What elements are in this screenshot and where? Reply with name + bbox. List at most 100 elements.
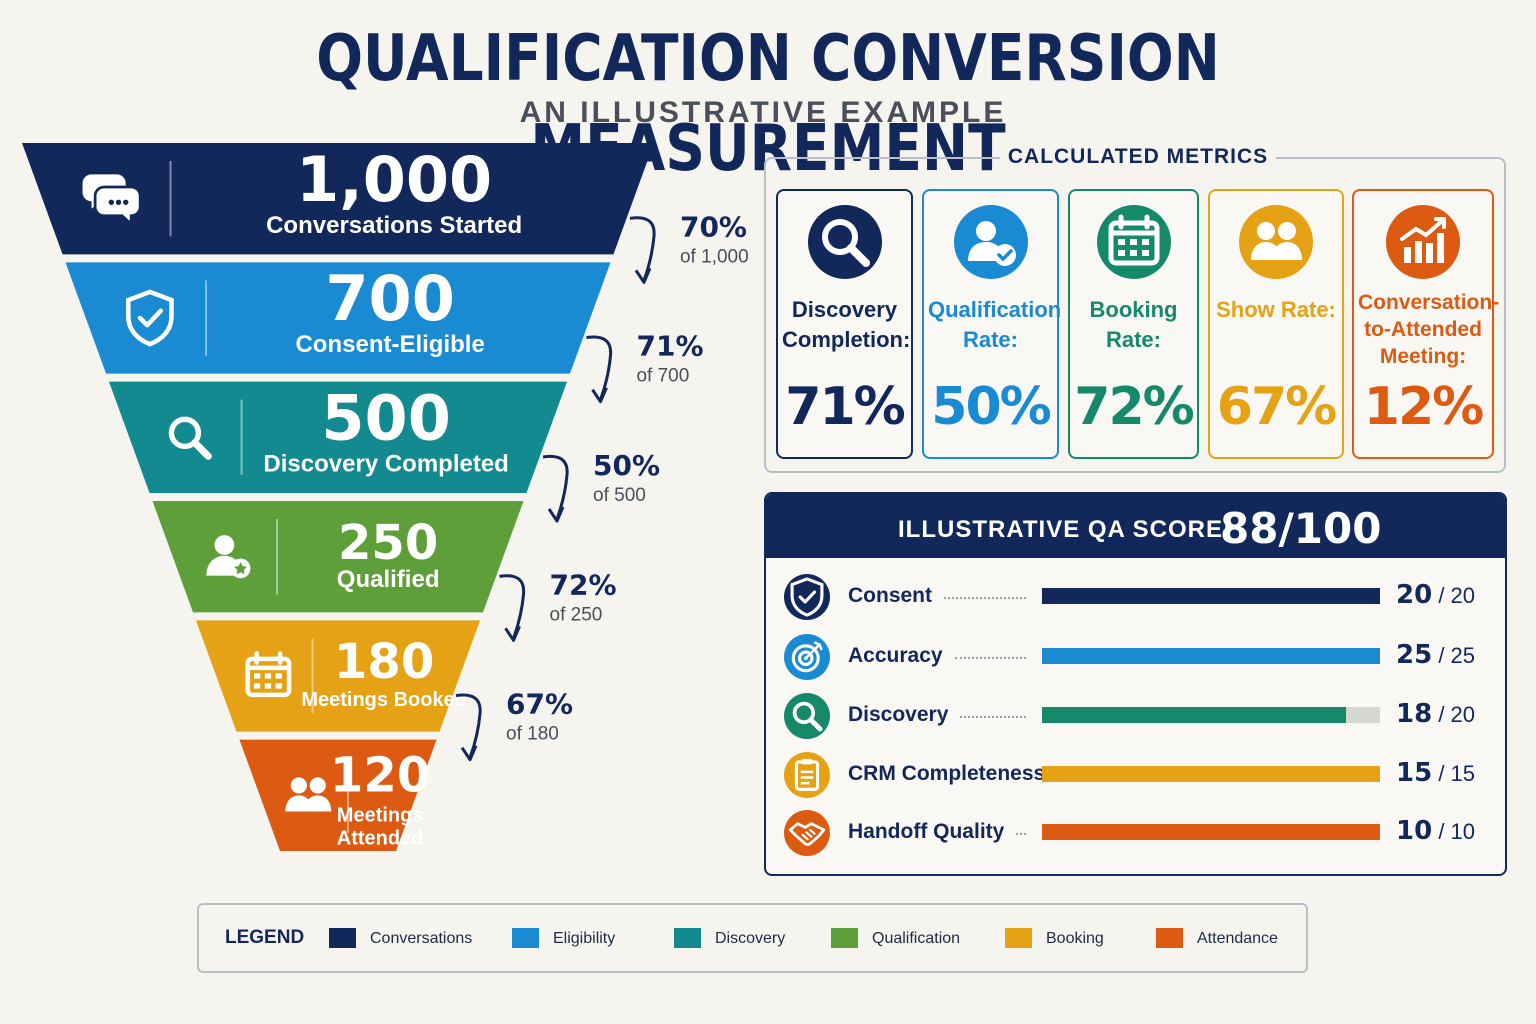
- qa-row-track: [1042, 766, 1380, 782]
- metric-card-value: 12%: [1363, 377, 1484, 437]
- funnel-stage-bar: [239, 739, 437, 851]
- metric-card-label: Show Rate:: [1216, 297, 1336, 322]
- qa-row-points: 10: [1396, 816, 1433, 846]
- legend-swatch: [1005, 928, 1032, 948]
- qa-row-leader: [954, 657, 1026, 659]
- qa-row-score: 18 / 20: [1396, 699, 1475, 729]
- metric-card-label: Qualification Rate:: [928, 297, 1062, 352]
- metric-card-value: 71%: [785, 377, 905, 437]
- conversion-percent: 50%: [593, 449, 660, 482]
- conversion-base: of 700: [636, 366, 689, 387]
- funnel-stage-label: Consent-Eligible: [295, 331, 484, 358]
- funnel-stage-bar: [195, 620, 481, 732]
- qa-row-score: 20 / 20: [1396, 580, 1475, 610]
- qa-row: Accuracy 25 / 25: [766, 632, 1505, 682]
- funnel-stage-bar: [108, 381, 568, 493]
- conversion-annotation: 70% of 1,000: [629, 210, 749, 284]
- target-icon: [784, 634, 830, 680]
- metric-card-value: 50%: [931, 377, 1051, 437]
- funnel-stage-label: Qualified: [337, 566, 440, 593]
- legend-swatch: [674, 928, 701, 948]
- funnel-stage-value: 120: [330, 748, 430, 804]
- conversion-annotation: 50% of 500: [542, 449, 660, 523]
- qa-row-points: 15: [1396, 758, 1433, 788]
- qa-row-track: [1042, 648, 1380, 664]
- calendar-icon: [1096, 205, 1171, 279]
- legend-label: Qualification: [872, 930, 961, 947]
- qa-row-score: 10 / 10: [1396, 816, 1475, 846]
- conversion-arrowhead: [634, 267, 652, 284]
- conversion-base: of 180: [506, 724, 559, 745]
- shield-check-icon: [126, 289, 174, 347]
- qa-row-track: [1042, 707, 1380, 723]
- clipboard-icon: [784, 752, 830, 798]
- qa-score-header: ILLUSTRATIVE QA SCORE: 88/100: [766, 494, 1505, 558]
- qa-row-score: 15 / 15: [1396, 758, 1475, 788]
- funnel-stage-label: Meetings: [337, 805, 424, 827]
- conversion-arrow: [542, 454, 569, 520]
- metric-card-label: Discovery Completion:: [782, 297, 911, 352]
- metric-card: Qualification Rate: 50%: [922, 189, 1062, 459]
- calculated-metrics-heading: CALCULATED METRICS: [1000, 145, 1276, 169]
- qa-row-points: 25: [1396, 640, 1433, 670]
- conversion-arrow: [455, 693, 482, 759]
- users-icon: [1239, 205, 1313, 279]
- qa-row-label: Discovery: [848, 703, 949, 726]
- metric-card: Show Rate: 67%: [1208, 189, 1344, 459]
- qa-row-label: Consent: [848, 584, 932, 607]
- qa-row: CRM Completeness 15 / 15: [766, 750, 1505, 800]
- qa-row-bar: [1042, 824, 1380, 840]
- legend-label: Conversations: [370, 930, 473, 947]
- funnel-stage-label: Meetings Booked: [301, 689, 467, 711]
- qa-row-label: CRM Completeness: [848, 762, 1046, 785]
- qa-score-panel: ILLUSTRATIVE QA SCORE: 88/100 Consent 20…: [764, 492, 1507, 876]
- magnifier-icon: [784, 693, 830, 739]
- legend-swatch: [512, 928, 539, 948]
- legend-label: Eligibility: [553, 930, 616, 947]
- funnel-stage-bar: [65, 262, 611, 374]
- user-check-icon: [953, 205, 1028, 279]
- legend-swatch: [329, 928, 356, 948]
- metric-card: Booking Rate: 72%: [1068, 189, 1199, 459]
- qa-row-points: 20: [1396, 580, 1433, 610]
- qa-row-max: / 20: [1438, 702, 1476, 727]
- funnel-stage-value: 180: [334, 634, 434, 690]
- conversion-arrow: [499, 574, 526, 639]
- conversion-arrow: [586, 335, 613, 401]
- funnel-stage-label: Attended: [337, 828, 424, 850]
- legend-swatch: [1156, 928, 1183, 948]
- qa-row: Consent 20 / 20: [766, 572, 1505, 622]
- legend-label: Discovery: [715, 930, 786, 947]
- metric-card: Conversation-to-Attended Meeting: 12%: [1352, 189, 1500, 459]
- legend-title: LEGEND: [225, 927, 305, 948]
- conversion-percent: 70%: [680, 210, 747, 243]
- users-icon: [285, 777, 332, 812]
- funnel-stage-value: 250: [338, 515, 438, 571]
- metric-card-label: Conversation-to-Attended Meeting:: [1358, 291, 1500, 368]
- qa-row-max: / 20: [1438, 583, 1476, 608]
- qa-row-bar: [1042, 648, 1380, 664]
- conversion-base: of 250: [550, 604, 603, 625]
- funnel-stage-label: Discovery Completed: [263, 451, 508, 478]
- conversion-percent: 71%: [636, 330, 703, 363]
- metric-card-value: 72%: [1074, 377, 1194, 437]
- chart-up-icon: [1386, 205, 1460, 279]
- conversion-arrowhead: [591, 387, 608, 404]
- user-star-icon: [206, 535, 251, 579]
- qa-row-max: / 10: [1438, 819, 1476, 844]
- legend-label: Attendance: [1197, 930, 1278, 947]
- qa-row-leader: [1016, 833, 1026, 835]
- qa-row-points: 18: [1396, 699, 1433, 729]
- qa-row-score: 25 / 25: [1396, 640, 1475, 670]
- handshake-icon: [784, 810, 830, 856]
- funnel-stage-value: 700: [325, 262, 454, 335]
- conversion-percent: 72%: [550, 568, 617, 601]
- qa-row-bar: [1042, 766, 1380, 782]
- funnel-stage-bar: [152, 501, 524, 613]
- funnel-stage-label: Conversations Started: [266, 212, 522, 239]
- qa-row-bar: [1042, 707, 1347, 723]
